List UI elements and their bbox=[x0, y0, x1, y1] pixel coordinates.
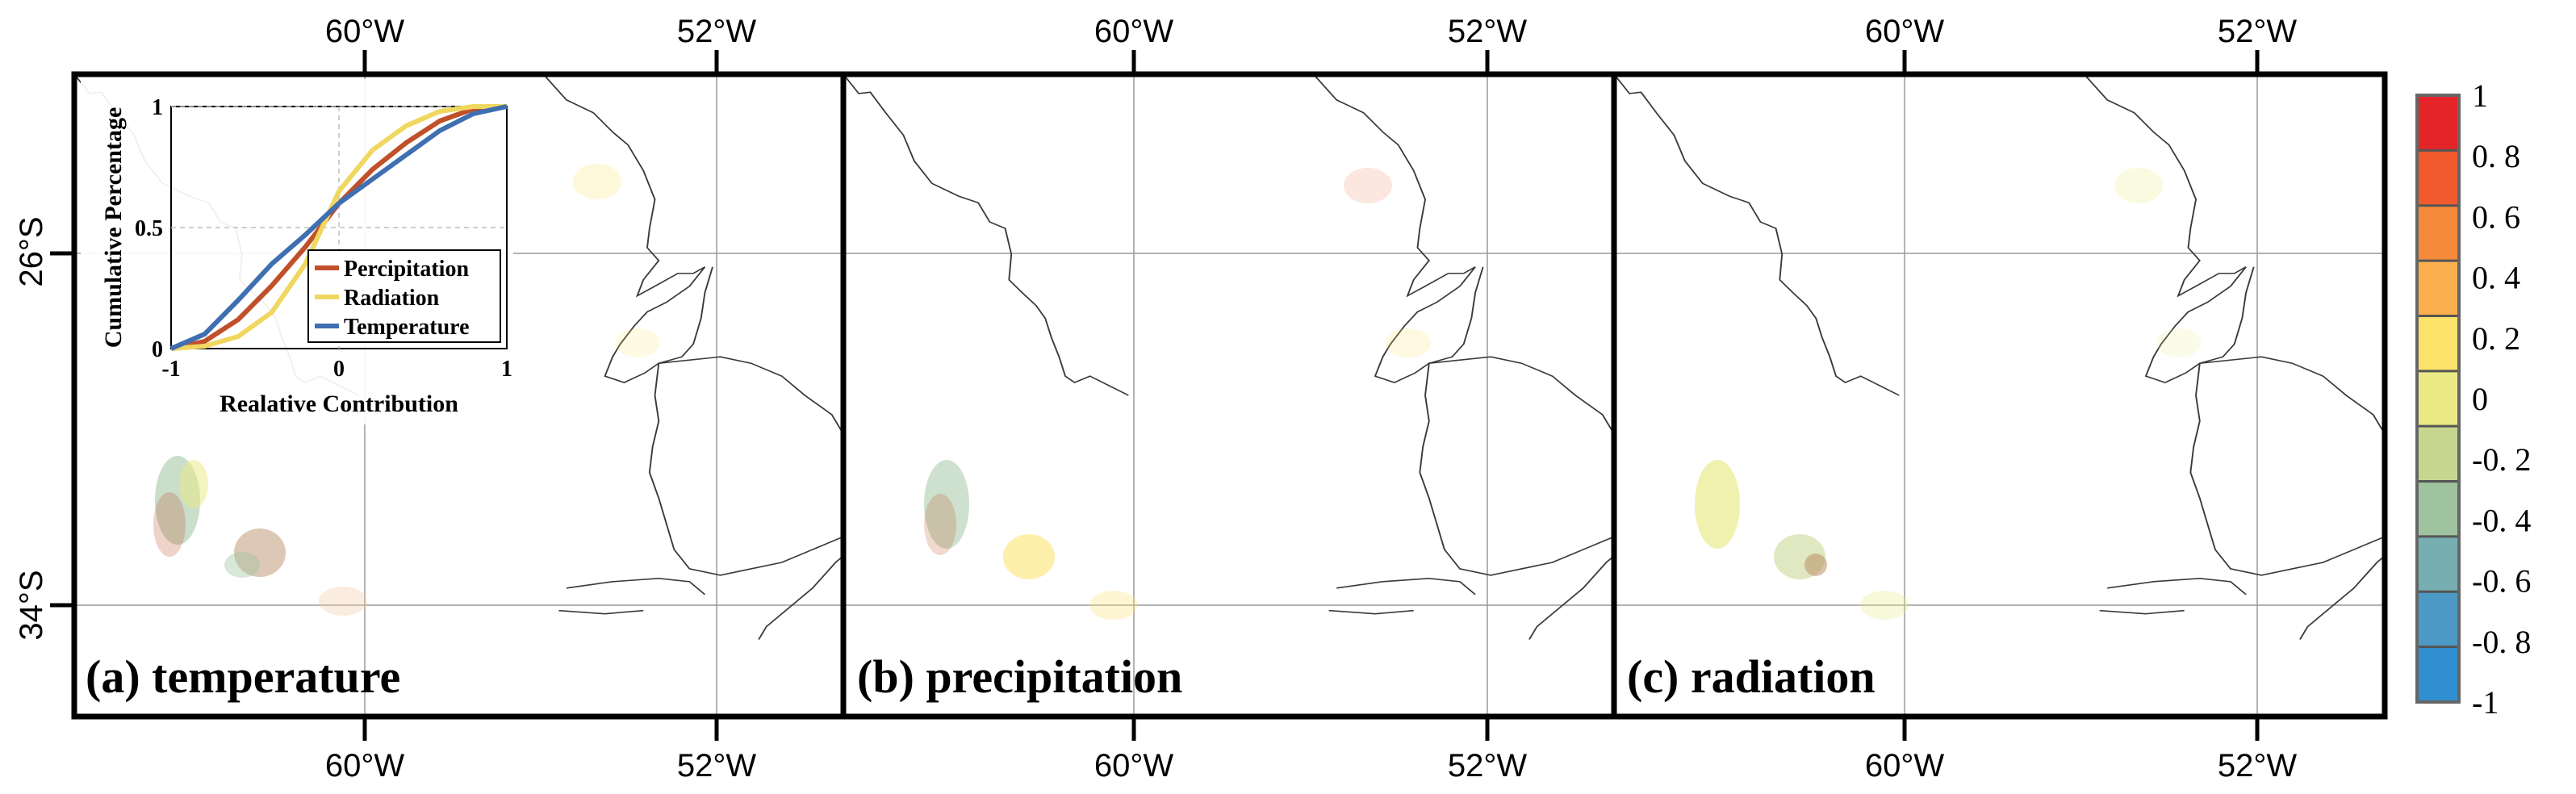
bottom-longitude-labels: 60°W 52°W 60°W 52°W 60°W 52°W bbox=[325, 748, 2297, 784]
axis-ticks bbox=[50, 50, 2260, 741]
inset-x-tick-label: 1 bbox=[501, 357, 512, 382]
data-speckle bbox=[1695, 168, 2202, 620]
latitude-labels: 26°S 34°S bbox=[14, 216, 49, 640]
gridlines bbox=[1614, 74, 2385, 717]
colorbar-frame bbox=[2415, 94, 2461, 704]
colorbar-swatch bbox=[2417, 370, 2459, 427]
panel-b: (b) precipitation bbox=[840, 71, 1617, 720]
colorbar-swatch bbox=[2417, 205, 2459, 261]
lon-label-52w: 52°W bbox=[677, 748, 756, 784]
panel-label-a: (a) temperature bbox=[86, 650, 400, 703]
inset-legend-box bbox=[307, 249, 501, 343]
colorbar-tick-label: 0. 8 bbox=[2472, 138, 2520, 174]
data-speckle bbox=[153, 164, 660, 616]
inset-series-line-radiation bbox=[170, 104, 507, 351]
inset-cdf-chart: -1 0 100.51 Realative Contribution Cumulat… bbox=[81, 79, 513, 424]
lon-label-60w: 60°W bbox=[1865, 14, 1944, 49]
inset-y-tick-label: 1 bbox=[152, 95, 163, 120]
colorbar-tick-label: -0. 8 bbox=[2472, 624, 2531, 660]
panel-c: (c) radiation bbox=[1611, 71, 2388, 720]
data-speckle bbox=[924, 168, 1431, 620]
colorbar-tick-label: 0. 6 bbox=[2472, 198, 2520, 235]
lon-label-52w: 52°W bbox=[677, 14, 756, 49]
lon-label-52w: 52°W bbox=[1448, 748, 1527, 784]
inset-y-tick-label: 0.5 bbox=[135, 216, 163, 241]
colorbar-tick-label: -0. 4 bbox=[2472, 502, 2531, 538]
colorbar-swatch bbox=[2417, 316, 2459, 371]
panel-label-b: (b) precipitation bbox=[857, 650, 1182, 703]
colorbar-swatch bbox=[2417, 646, 2459, 702]
inset-gridlines bbox=[171, 106, 507, 349]
lon-label-60w: 60°W bbox=[1094, 748, 1173, 784]
lon-label-60w: 60°W bbox=[1865, 748, 1944, 784]
inset-tick-labels: -1 0 100.51 bbox=[135, 95, 512, 382]
colorbar-swatch bbox=[2417, 261, 2459, 316]
inset-y-tick-label: 0 bbox=[152, 337, 163, 362]
colorbar-swatch bbox=[2417, 95, 2459, 151]
colorbar-tick-label: 0 bbox=[2472, 381, 2488, 417]
inset-x-tick-label: -1 bbox=[161, 357, 180, 382]
panel-label-c: (c) radiation bbox=[1627, 650, 1876, 703]
lat-label-34s: 34°S bbox=[14, 570, 49, 640]
colorbar-swatch bbox=[2417, 591, 2459, 647]
map-boundaries bbox=[1614, 74, 2385, 641]
colorbar-swatch bbox=[2417, 536, 2459, 592]
inset-x-axis-label: Realative Contribution bbox=[220, 391, 458, 417]
colorbar-swatch bbox=[2417, 150, 2459, 206]
colorbar-tick-label: 1 bbox=[2472, 77, 2488, 114]
panel-a: (a) temperature bbox=[71, 71, 847, 720]
lon-label-52w: 52°W bbox=[1448, 14, 1527, 49]
colorbar-tick-label: -1 bbox=[2472, 684, 2499, 721]
top-longitude-labels: 60°W 52°W 60°W 52°W 60°W 52°W bbox=[325, 14, 2297, 49]
lon-label-60w: 60°W bbox=[1094, 14, 1173, 49]
gridlines bbox=[843, 74, 1614, 717]
colorbar-swatch bbox=[2417, 426, 2459, 482]
inset-series-line-temperature bbox=[169, 104, 508, 351]
colorbar-swatch bbox=[2417, 481, 2459, 537]
inset-legend-label: Temperature bbox=[344, 315, 470, 340]
lat-label-26s: 26°S bbox=[14, 216, 49, 286]
inset-legend-label: Percipitation bbox=[344, 257, 469, 282]
lon-label-52w: 52°W bbox=[2218, 14, 2297, 49]
colorbar-tick-label: -0. 6 bbox=[2472, 563, 2531, 600]
colorbar-tick-label: 0. 4 bbox=[2472, 260, 2520, 296]
inset-series bbox=[169, 104, 508, 351]
lon-label-60w: 60°W bbox=[325, 14, 404, 49]
inset-y-axis-label: Cumulative Percentage bbox=[100, 107, 127, 349]
lon-label-60w: 60°W bbox=[325, 748, 404, 784]
colorbar-tick-label: -0. 2 bbox=[2472, 441, 2531, 478]
colorbar-tick-label: 0. 2 bbox=[2472, 320, 2520, 357]
inset-legend: Percipitation Radiation Temperature bbox=[307, 249, 501, 343]
inset-legend-label: Radiation bbox=[344, 286, 440, 311]
map-boundaries bbox=[843, 74, 1614, 641]
colorbar: 1 0. 8 0. 6 0. 4 0. 2 0 -0. 2 -0. 4 -0. 6 -0. 8 -1 bbox=[2415, 77, 2531, 721]
lon-label-52w: 52°W bbox=[2218, 748, 2297, 784]
inset-x-tick-label: 0 bbox=[333, 357, 345, 382]
